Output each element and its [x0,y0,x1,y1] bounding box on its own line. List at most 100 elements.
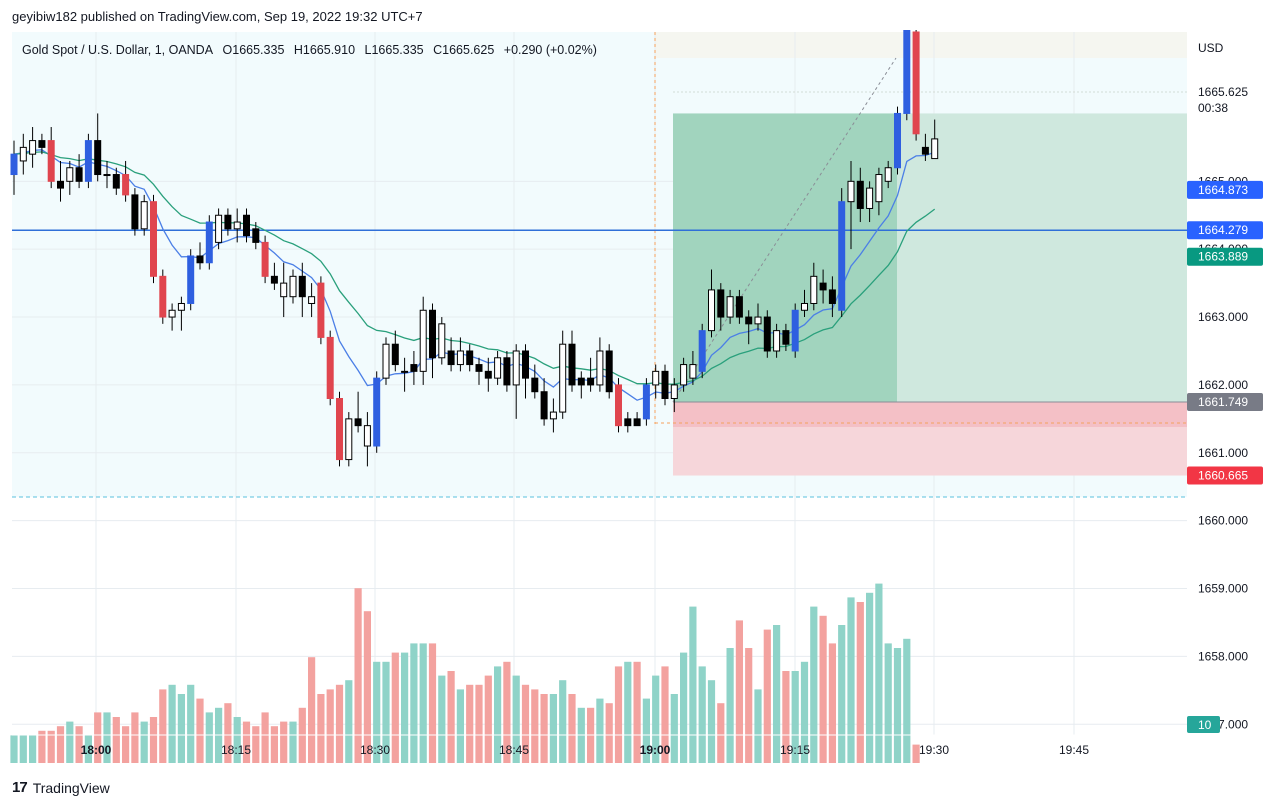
candle-body-43 [410,364,418,372]
candle-body-88 [828,289,836,304]
x-axis[interactable]: 18:00 18:15 18:30 18:45 19:00 19:15 19:30 19:45 [12,734,1187,757]
profit-zone-filled [673,113,897,402]
x-tick-label-7: 19:45 [1059,743,1089,757]
candle-body-10 [103,174,111,177]
candle-body-42 [401,370,409,373]
volume-bar-7 [75,726,83,763]
volume-bar-35 [335,684,344,763]
ohlc-legend: Gold Spot / U.S. Dollar, 1, OANDA O1665.… [22,43,603,57]
volume-bar-91 [856,602,864,763]
volume-bar-15 [149,717,158,763]
candle-body-98 [921,146,929,155]
volume-bar-0 [10,735,18,763]
volume-bar-42 [401,652,409,763]
candle-body-23 [224,214,232,230]
change-value: +0.290 (+0.02%) [503,43,597,57]
candle-body-97 [912,31,920,135]
volume-bar-18 [177,694,185,763]
candle-body-71 [670,384,678,400]
volume-bar-23 [224,703,232,763]
volume-bar-24 [233,717,241,763]
candle-body-72 [680,364,688,386]
volume-bar-86 [810,606,818,763]
candle-body-53 [503,357,511,386]
candle-body-92 [866,187,874,209]
volume-bar-69 [652,675,660,763]
price-tags: 1664.873 1664.279 1663.889 1661.749 1660.665… [1187,180,1263,733]
candle-body-36 [345,418,353,461]
candle-body-7 [75,167,83,182]
tradingview-logo[interactable]: 17 TradingView [12,779,110,796]
volume-bar-97 [912,744,920,763]
volume-bar-51 [484,675,492,763]
volume-bar-70 [661,666,669,763]
candle-body-37 [354,418,362,427]
candle-body-85 [801,302,808,311]
candle-body-5 [57,180,64,189]
candle-body-25 [243,214,250,237]
candle-body-3 [38,140,46,148]
volume-bar-83 [782,671,790,763]
volume-bar-3 [38,730,46,763]
y-tick-label-7: 1658.000 [1198,649,1248,663]
volume-bar-2 [29,735,37,763]
candle-body-57 [540,391,548,420]
price-tag-label-2: 1663.889 [1198,250,1248,264]
candle-body-29 [280,282,288,298]
chart-svg[interactable]: USD1665.0001664.0001663.0001662.0001661.… [0,30,1280,765]
volume-bar-64 [605,703,613,763]
volume-bar-33 [317,694,325,763]
volume-bar-80 [754,689,762,763]
volume-bar-37 [354,588,362,763]
candle-body-59 [559,343,567,413]
volume-bar-94 [884,643,892,763]
candle-body-87 [819,282,827,291]
candle-body-61 [577,377,585,386]
candle-body-13 [131,194,139,230]
candle-body-56 [531,377,539,393]
candle-body-67 [633,418,641,427]
volume-bar-95 [893,648,902,763]
volume-bar-5 [56,726,65,763]
volume-bar-84 [791,671,799,763]
volume-bar-8 [84,735,92,763]
high-value: H1665.910 [293,43,356,57]
volume-bar-26 [252,726,260,763]
candle-body-6 [66,167,74,182]
candle-body-15 [150,201,157,277]
volume-bar-77 [726,648,734,763]
volume-bar-49 [466,684,474,763]
tradingview-brand-text: TradingView [32,779,110,796]
candle-body-94 [884,167,892,182]
volume-bar-88 [828,643,836,763]
position-shaded-area [655,32,1187,58]
low-value: L1665.335 [364,43,424,57]
candle-body-89 [838,201,846,311]
candle-body-74 [698,330,706,372]
volume-bar-47 [447,671,455,763]
candle-body-93 [875,174,883,203]
volume-bar-59 [559,680,567,763]
publisher-line: geyibiw182 published on TradingView.com,… [12,9,423,24]
chart-frame[interactable]: USD1665.0001664.0001663.0001662.0001661.… [0,30,1280,765]
volume-bar-56 [531,689,539,763]
volume-bar-78 [735,620,743,763]
volume-bar-48 [456,689,464,763]
volume-bar-38 [363,611,371,763]
loss-zone-filled [673,401,1187,427]
volume-bar-50 [475,684,483,763]
candle-body-19 [187,255,195,304]
volume-bar-63 [596,698,604,763]
volume-bar-53 [503,661,511,763]
y-tick-label-5: 1660.000 [1198,514,1248,528]
volume-bar-44 [419,643,427,763]
candle-body-27 [261,241,269,277]
volume-bar-73 [689,606,697,763]
volume-bar-1 [19,735,27,763]
candle-body-70 [661,370,669,399]
symbol-label[interactable]: Gold Spot / U.S. Dollar, 1, OANDA [22,43,214,57]
candle-body-77 [726,296,734,318]
candle-body-63 [596,350,604,386]
volume-bar-58 [549,694,557,763]
candle-body-65 [615,384,622,427]
